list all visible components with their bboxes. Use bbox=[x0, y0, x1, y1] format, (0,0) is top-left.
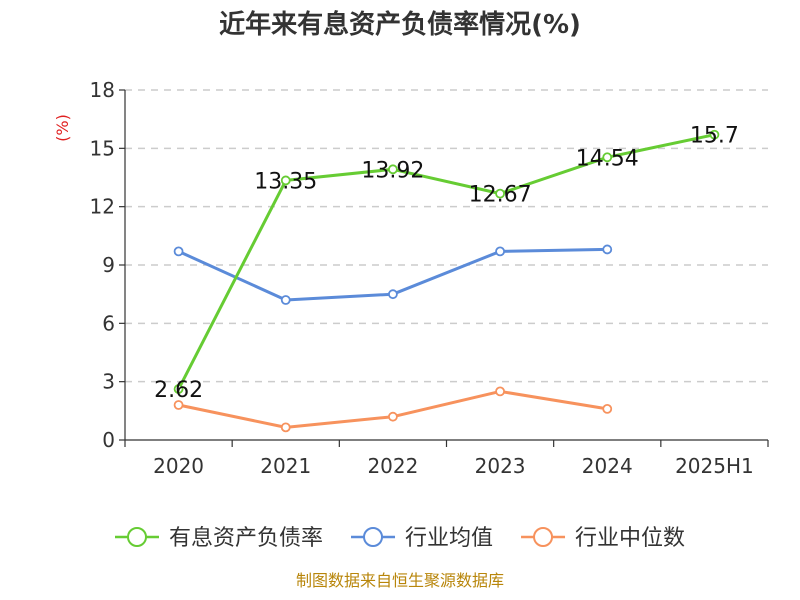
axes: 0 3 6 9 12 15 18 2020 2021 2022 2023 2024 2025H1 bbox=[90, 78, 769, 478]
series-0-point-2021 bbox=[280, 175, 291, 186]
y-tick-label-12: 12 bbox=[90, 195, 115, 219]
data-label-2025H1: 15.7 bbox=[690, 124, 739, 149]
legend-item-0: 有息资产负债率 bbox=[115, 526, 323, 551]
series-2-point-2022 bbox=[388, 411, 398, 422]
series-1-point-2020 bbox=[173, 246, 184, 257]
series-1-point-2024 bbox=[602, 244, 613, 255]
series-0-point-2023 bbox=[495, 188, 505, 199]
series-2-point-2023 bbox=[495, 386, 505, 397]
series-1 bbox=[173, 244, 613, 305]
footer-source: 制图数据来自恒生聚源数据库 bbox=[296, 571, 504, 590]
legend-marker-1 bbox=[363, 527, 384, 547]
legend-label-1: 行业均值 bbox=[405, 526, 493, 551]
chart-title: 近年来有息资产负债率情况(%) bbox=[219, 9, 581, 40]
y-tick-label-6: 6 bbox=[102, 311, 115, 335]
y-tick-label-0: 0 bbox=[102, 428, 115, 452]
series-1-point-2023 bbox=[495, 246, 505, 257]
y-tick-label-3: 3 bbox=[102, 370, 115, 394]
data-label-2024: 14.54 bbox=[576, 146, 639, 171]
y-tick-label-9: 9 bbox=[102, 253, 115, 277]
series-layer: 2.62 13.35 13.92 12.67 14.54 15.7 bbox=[154, 124, 739, 433]
series-line-0 bbox=[177, 133, 715, 390]
legend-label-2: 行业中位数 bbox=[575, 526, 685, 551]
legend: 有息资产负债率 行业均值 行业中位数 bbox=[115, 526, 685, 551]
series-2-point-2021 bbox=[280, 422, 291, 433]
legend-marker-0 bbox=[127, 527, 147, 547]
series-0-point-2025H1 bbox=[709, 129, 720, 140]
legend-marker-2 bbox=[533, 527, 554, 547]
series-2-point-2020 bbox=[173, 400, 184, 410]
legend-label-0: 有息资产负债率 bbox=[169, 526, 323, 551]
x-tick-label-2025H1: 2025H1 bbox=[675, 454, 754, 478]
x-tick-label-2023: 2023 bbox=[475, 454, 526, 478]
y-axis-label: (%) bbox=[53, 114, 72, 142]
series-1-point-2021 bbox=[280, 295, 291, 305]
series-0 bbox=[173, 129, 720, 394]
y-tick-label-18: 18 bbox=[90, 78, 115, 102]
data-label-2022: 13.92 bbox=[361, 158, 424, 183]
series-line-2 bbox=[178, 389, 608, 429]
x-tick-label-2024: 2024 bbox=[582, 454, 633, 478]
series-2 bbox=[173, 386, 613, 433]
y-tick-label-15: 15 bbox=[90, 136, 115, 160]
data-label-2020: 2.62 bbox=[154, 378, 203, 403]
data-label-2023: 12.67 bbox=[469, 183, 532, 208]
legend-item-2: 行业中位数 bbox=[521, 526, 685, 551]
x-tick-label-2022: 2022 bbox=[367, 454, 418, 478]
x-tick-label-2020: 2020 bbox=[153, 454, 204, 478]
x-tick-label-2021: 2021 bbox=[260, 454, 311, 478]
series-0-point-2024 bbox=[602, 152, 613, 163]
series-1-point-2022 bbox=[388, 289, 398, 300]
series-2-point-2024 bbox=[602, 403, 613, 414]
legend-item-1: 行业均值 bbox=[351, 526, 493, 551]
series-0-point-2020 bbox=[173, 384, 184, 394]
data-label-2021: 13.35 bbox=[254, 169, 317, 194]
series-0-point-2022 bbox=[388, 164, 398, 175]
gridlines bbox=[125, 89, 768, 383]
